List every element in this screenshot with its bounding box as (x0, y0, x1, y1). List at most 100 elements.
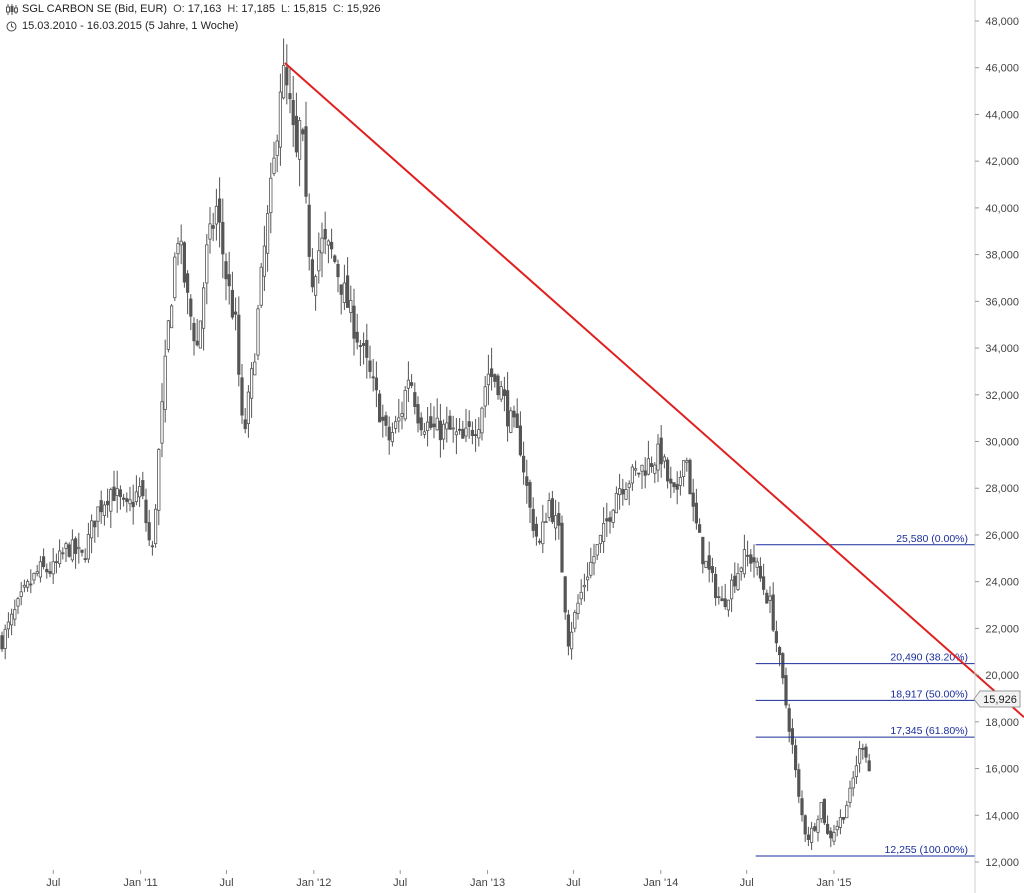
candle-body (563, 576, 567, 613)
y-tick-label: 30,000 (985, 437, 1019, 449)
candle-body (758, 566, 763, 579)
candle-body (99, 500, 103, 513)
candle-body (534, 523, 539, 537)
candle-body (317, 250, 321, 272)
candle-body (714, 573, 718, 599)
candle-body (854, 765, 859, 777)
x-tick-label: Jan '11 (123, 877, 157, 889)
candle-body (573, 612, 577, 629)
candle-body (499, 386, 503, 400)
candle-body (765, 592, 769, 604)
x-tick-label: Jan '15 (816, 877, 851, 889)
last-price-label: 15,926 (983, 694, 1017, 706)
candle-body (253, 361, 257, 376)
candle-body (19, 591, 23, 597)
clock-icon (6, 21, 18, 32)
candle-body (371, 376, 375, 379)
candle-body (755, 561, 759, 568)
candle-body (653, 464, 657, 474)
candle-body (70, 539, 74, 561)
candles-layer (0, 38, 871, 850)
candle-body (630, 466, 635, 484)
candle-body (768, 595, 772, 601)
candle-body (598, 534, 603, 545)
candle-body (838, 817, 843, 828)
candle-body (310, 259, 315, 288)
candle-body (544, 521, 548, 524)
candle-body (806, 834, 811, 840)
candle-body (867, 760, 871, 772)
y-tick-label: 24,000 (985, 577, 1019, 589)
candle-body (822, 798, 827, 824)
candle-body (153, 508, 158, 545)
candle-body (48, 571, 52, 574)
candle-body (425, 421, 430, 432)
candle-body (579, 591, 583, 600)
candle-body (486, 373, 491, 386)
candle-body (576, 602, 580, 614)
candle-body (554, 515, 558, 529)
x-axis: Jul Jan '11 Jul Jan '12 Jul Jan '13 Jul Jan '14… (46, 870, 852, 889)
candle-body (694, 502, 699, 524)
fib-level-label: 12,255 (100.00%) (885, 844, 968, 856)
candle-body (361, 343, 366, 346)
candle-body (614, 493, 619, 514)
candle-body (589, 561, 593, 576)
fib-level-label: 17,345 (61.80%) (890, 725, 968, 737)
candle-body (227, 274, 231, 287)
candle-body (173, 256, 177, 299)
x-tick-label: Jul (393, 877, 407, 889)
x-tick-label: Jan '12 (296, 877, 331, 889)
candle-body (467, 421, 471, 427)
candle-body (80, 549, 84, 553)
candle-body (634, 468, 638, 471)
candle-body (166, 320, 170, 350)
candle-body (826, 823, 830, 834)
candle-body (464, 427, 468, 437)
candle-body (169, 305, 174, 329)
candle-body (570, 631, 574, 650)
candle-body (457, 428, 462, 431)
y-tick-label: 40,000 (985, 203, 1019, 215)
candle-body (624, 489, 628, 500)
fib-level-label: 25,580 (0.00%) (896, 533, 968, 545)
candle-body (243, 419, 247, 430)
period-range: 15.03.2010 - 16.03.2015 (5 Jahre, 1 Woch… (22, 20, 239, 32)
candle-body (192, 322, 196, 342)
y-tick-label: 48,000 (985, 16, 1019, 28)
candle-body (790, 728, 795, 745)
candle-body (528, 482, 532, 508)
candle-body (592, 556, 596, 564)
candle-body (160, 401, 164, 444)
candle-body (682, 460, 686, 477)
candle-body (691, 492, 695, 507)
y-tick-label: 20,000 (985, 670, 1019, 682)
candle-body (35, 571, 39, 574)
candle-body (195, 340, 199, 346)
candle-body (675, 484, 679, 490)
candle-body (224, 261, 228, 280)
candle-body (112, 486, 116, 501)
candle-body (646, 458, 651, 475)
candle-body (77, 546, 81, 550)
x-tick-label: Jan '13 (470, 877, 505, 889)
y-tick-label: 18,000 (985, 717, 1019, 729)
candle-body (505, 390, 510, 427)
candle-body (547, 500, 551, 518)
candle-body (502, 389, 507, 397)
x-tick-label: Jul (566, 877, 580, 889)
candle-body (90, 520, 94, 539)
candle-body (688, 459, 692, 495)
fib-level-label: 20,490 (38.20%) (890, 652, 968, 664)
candle-body (454, 431, 459, 436)
candle-body (131, 501, 135, 508)
candle-body (659, 437, 663, 465)
candle-body (864, 746, 868, 758)
candle-body (208, 223, 212, 240)
instrument-name: SGL CARBON SE (Bid, EUR) (22, 3, 168, 15)
candle-body (189, 298, 193, 317)
candle-body (781, 653, 785, 679)
candle-body (845, 804, 849, 819)
candle-body (560, 522, 564, 573)
